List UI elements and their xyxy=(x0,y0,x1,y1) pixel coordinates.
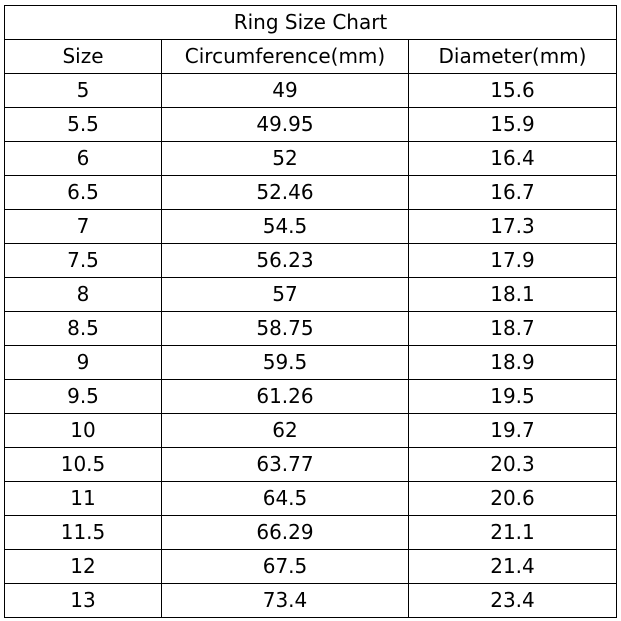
column-header-size: Size xyxy=(4,39,162,74)
circumference-cell: 62 xyxy=(161,413,409,448)
circumference-cell: 57 xyxy=(161,277,409,312)
circumference-cell: 56.23 xyxy=(161,243,409,278)
size-cell: 9 xyxy=(4,345,162,380)
size-cell: 5 xyxy=(4,73,162,108)
circumference-cell: 64.5 xyxy=(161,481,409,516)
size-cell: 13 xyxy=(4,583,162,618)
diameter-cell: 21.4 xyxy=(407,549,618,584)
diameter-cell: 17.3 xyxy=(407,209,618,244)
circumference-cell: 49.95 xyxy=(161,107,409,142)
table-row: 13 73.4 23.4 xyxy=(4,583,618,618)
table-title: Ring Size Chart xyxy=(3,5,618,40)
table-row: 11.5 66.29 21.1 xyxy=(4,515,618,550)
table-row: 5.5 49.95 15.9 xyxy=(4,107,618,142)
size-cell: 6 xyxy=(4,141,162,176)
size-cell: 6.5 xyxy=(4,175,162,210)
diameter-cell: 20.3 xyxy=(407,447,618,482)
diameter-cell: 15.6 xyxy=(407,73,618,108)
column-header-diameter: Diameter(mm) xyxy=(407,39,618,74)
diameter-cell: 23.4 xyxy=(407,583,618,618)
size-cell: 7 xyxy=(4,209,162,244)
diameter-cell: 16.7 xyxy=(407,175,618,210)
table-row: 12 67.5 21.4 xyxy=(4,549,618,584)
diameter-cell: 15.9 xyxy=(407,107,618,142)
table-row: 11 64.5 20.6 xyxy=(4,481,618,516)
column-header-circumference: Circumference(mm) xyxy=(161,39,409,74)
size-cell: 12 xyxy=(4,549,162,584)
table-row: 10.5 63.77 20.3 xyxy=(4,447,618,482)
circumference-cell: 52 xyxy=(161,141,409,176)
diameter-cell: 19.7 xyxy=(407,413,618,448)
size-cell: 7.5 xyxy=(4,243,162,278)
size-cell: 11 xyxy=(4,481,162,516)
circumference-cell: 54.5 xyxy=(161,209,409,244)
circumference-cell: 58.75 xyxy=(161,311,409,346)
diameter-cell: 21.1 xyxy=(407,515,618,550)
header-row: Size Circumference(mm) Diameter(mm) xyxy=(4,39,618,74)
circumference-cell: 73.4 xyxy=(161,583,409,618)
circumference-cell: 61.26 xyxy=(161,379,409,414)
table-row: 5 49 15.6 xyxy=(4,73,618,108)
circumference-cell: 67.5 xyxy=(161,549,409,584)
title-row: Ring Size Chart xyxy=(3,5,618,40)
diameter-cell: 18.7 xyxy=(407,311,618,346)
table-row: 8.5 58.75 18.7 xyxy=(4,311,618,346)
diameter-cell: 18.9 xyxy=(407,345,618,380)
table-row: 8 57 18.1 xyxy=(4,277,618,312)
diameter-cell: 20.6 xyxy=(407,481,618,516)
table-row: 9.5 61.26 19.5 xyxy=(4,379,618,414)
size-cell: 5.5 xyxy=(4,107,162,142)
size-cell: 9.5 xyxy=(4,379,162,414)
table-row: 6.5 52.46 16.7 xyxy=(4,175,618,210)
size-cell: 8 xyxy=(4,277,162,312)
size-cell: 8.5 xyxy=(4,311,162,346)
diameter-cell: 19.5 xyxy=(407,379,618,414)
table-row: 10 62 19.7 xyxy=(4,413,618,448)
circumference-cell: 59.5 xyxy=(161,345,409,380)
circumference-cell: 52.46 xyxy=(161,175,409,210)
circumference-cell: 63.77 xyxy=(161,447,409,482)
diameter-cell: 18.1 xyxy=(407,277,618,312)
diameter-cell: 17.9 xyxy=(407,243,618,278)
circumference-cell: 66.29 xyxy=(161,515,409,550)
table-row: 6 52 16.4 xyxy=(4,141,618,176)
ring-size-table: Ring Size Chart Size Circumference(mm) D… xyxy=(3,5,618,618)
table-row: 7 54.5 17.3 xyxy=(4,209,618,244)
table-row: 7.5 56.23 17.9 xyxy=(4,243,618,278)
diameter-cell: 16.4 xyxy=(407,141,618,176)
size-cell: 10 xyxy=(4,413,162,448)
size-cell: 11.5 xyxy=(4,515,162,550)
circumference-cell: 49 xyxy=(161,73,409,108)
size-cell: 10.5 xyxy=(4,447,162,482)
table-row: 9 59.5 18.9 xyxy=(4,345,618,380)
